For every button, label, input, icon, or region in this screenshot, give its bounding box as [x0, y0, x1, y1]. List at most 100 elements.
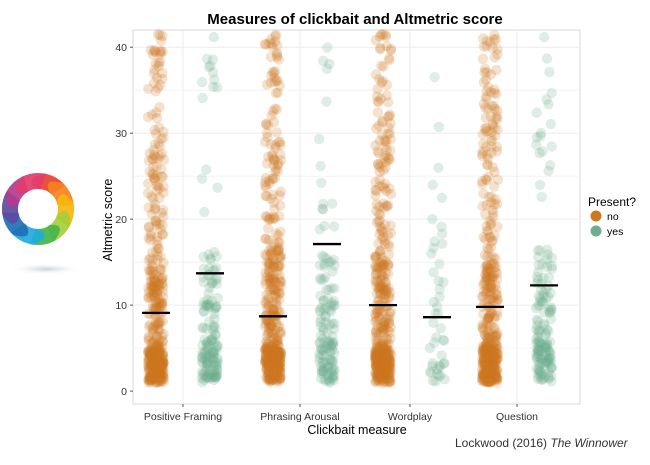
- data-point-no: [372, 357, 383, 368]
- data-point-no: [157, 354, 168, 365]
- data-point-yes: [536, 296, 548, 307]
- data-point-no: [371, 185, 382, 196]
- data-point-yes: [546, 376, 557, 387]
- data-point-yes: [323, 284, 334, 295]
- data-point-yes: [314, 260, 326, 271]
- data-point-no: [485, 351, 497, 362]
- data-point-no: [370, 359, 381, 370]
- data-point-yes: [206, 335, 218, 346]
- data-point-no: [148, 282, 159, 293]
- data-point-no: [266, 331, 277, 342]
- data-point-yes: [315, 290, 326, 301]
- data-point-no: [492, 306, 503, 317]
- data-point-no: [374, 31, 385, 42]
- data-point-no: [478, 309, 489, 320]
- data-point-no: [269, 342, 281, 353]
- data-point-no: [485, 308, 496, 319]
- data-point-no: [156, 171, 167, 182]
- data-point-no: [482, 266, 493, 277]
- data-point-no: [264, 235, 275, 246]
- data-point-no: [272, 304, 283, 315]
- data-point-no: [492, 294, 504, 305]
- data-point-yes: [203, 371, 214, 383]
- data-point-no: [492, 373, 503, 384]
- data-point-yes: [432, 363, 443, 375]
- data-point-no: [269, 344, 280, 355]
- data-point-no: [485, 87, 496, 98]
- data-point-no: [487, 351, 498, 362]
- data-point-no: [477, 201, 488, 212]
- data-point-no: [492, 113, 503, 124]
- data-point-yes: [539, 363, 551, 375]
- data-point-no: [483, 361, 495, 372]
- data-point-yes: [539, 320, 550, 331]
- data-point-no: [373, 363, 384, 374]
- data-point-no: [155, 150, 166, 162]
- data-point-yes: [197, 366, 208, 377]
- data-point-no: [372, 367, 384, 378]
- data-point-yes: [198, 272, 209, 283]
- data-point-no: [153, 57, 164, 69]
- data-point-no: [151, 107, 162, 118]
- data-point-yes: [211, 251, 222, 262]
- data-point-no: [381, 346, 393, 357]
- data-point-yes: [201, 352, 212, 363]
- data-point-no: [379, 374, 391, 385]
- data-point-no: [491, 374, 503, 385]
- data-point-yes: [544, 346, 555, 357]
- data-point-no: [381, 369, 392, 380]
- data-point-no: [261, 344, 272, 355]
- data-point-no: [377, 181, 389, 192]
- data-point-no: [378, 324, 389, 336]
- data-point-no: [143, 178, 154, 189]
- data-point-no: [152, 341, 163, 352]
- data-point-no: [262, 316, 274, 327]
- data-point-no: [144, 265, 155, 277]
- data-point-no: [154, 346, 165, 358]
- data-point-no: [375, 42, 386, 54]
- data-point-no: [153, 294, 164, 305]
- data-point-yes: [197, 322, 208, 333]
- data-point-no: [142, 111, 154, 123]
- data-point-no: [147, 351, 158, 362]
- data-point-no: [378, 306, 389, 317]
- data-point-no: [484, 367, 495, 378]
- data-point-no: [264, 212, 275, 223]
- data-point-yes: [328, 323, 340, 335]
- data-point-no: [158, 353, 169, 364]
- data-point-no: [149, 46, 160, 57]
- data-point-no: [260, 356, 271, 367]
- data-point-no: [377, 369, 389, 380]
- data-point-yes: [324, 58, 335, 70]
- data-point-yes: [321, 364, 332, 375]
- data-point-yes: [531, 139, 542, 151]
- data-point-yes: [199, 305, 210, 317]
- data-point-no: [153, 243, 164, 254]
- data-point-no: [491, 198, 503, 210]
- data-point-no: [267, 149, 278, 160]
- data-point-no: [156, 376, 167, 387]
- data-point-no: [155, 376, 166, 387]
- data-point-no: [265, 347, 277, 359]
- data-point-no: [272, 350, 283, 361]
- data-point-no: [156, 299, 167, 310]
- data-point-yes: [207, 347, 218, 358]
- data-point-no: [264, 350, 275, 361]
- data-point-no: [370, 345, 381, 356]
- data-point-no: [271, 376, 282, 387]
- data-point-yes: [315, 343, 327, 354]
- data-point-no: [145, 370, 156, 381]
- data-point-no: [151, 239, 163, 251]
- data-point-no: [381, 363, 392, 375]
- data-point-no: [480, 209, 491, 220]
- data-point-no: [480, 174, 491, 185]
- data-point-no: [148, 325, 160, 336]
- data-point-no: [489, 356, 500, 367]
- data-point-yes: [546, 304, 557, 315]
- data-point-no: [378, 369, 389, 381]
- data-point-yes: [432, 301, 443, 312]
- data-point-no: [270, 354, 281, 365]
- data-point-no: [144, 374, 156, 385]
- data-point-no: [479, 270, 491, 281]
- data-point-no: [263, 151, 274, 162]
